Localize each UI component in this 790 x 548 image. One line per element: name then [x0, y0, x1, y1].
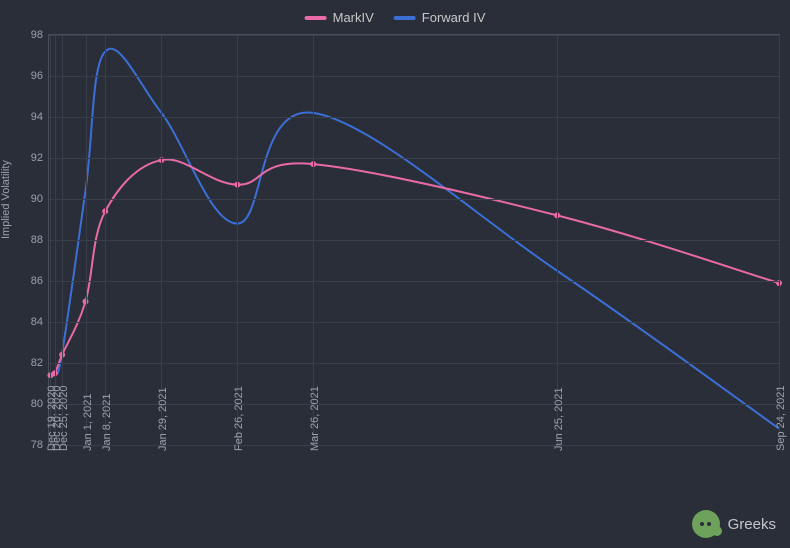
plot-area: 7880828486889092949698Dec 19, 2020Dec 20…: [48, 34, 780, 446]
gridline-v: [237, 35, 238, 445]
legend-label: Forward IV: [422, 10, 486, 25]
gridline-v: [313, 35, 314, 445]
y-tick-label: 86: [31, 275, 49, 287]
gridline-v: [557, 35, 558, 445]
legend-item[interactable]: MarkIV: [305, 10, 374, 25]
x-tick-label: Jan 8, 2021: [101, 394, 113, 452]
y-tick-label: 98: [31, 29, 49, 41]
legend-item[interactable]: Forward IV: [394, 10, 486, 25]
x-tick-label: Jan 1, 2021: [82, 394, 94, 452]
y-tick-label: 88: [31, 234, 49, 246]
gridline-h: [49, 158, 779, 159]
gridline-h: [49, 363, 779, 364]
gridline-h: [49, 322, 779, 323]
series-line[interactable]: [50, 49, 779, 429]
y-tick-label: 82: [31, 357, 49, 369]
y-tick-label: 94: [31, 111, 49, 123]
gridline-v: [55, 35, 56, 445]
gridline-v: [62, 35, 63, 445]
y-tick-label: 92: [31, 152, 49, 164]
legend: MarkIV Forward IV: [305, 10, 486, 25]
watermark-label: Greeks: [728, 516, 776, 533]
gridline-v: [86, 35, 87, 445]
x-tick-label: Feb 26, 2021: [233, 386, 245, 451]
wechat-icon: [692, 510, 720, 538]
legend-label: MarkIV: [333, 10, 374, 25]
gridline-h: [49, 199, 779, 200]
gridline-v: [50, 35, 51, 445]
gridline-v: [105, 35, 106, 445]
y-tick-label: 84: [31, 316, 49, 328]
x-tick-label: Dec 25, 2020: [58, 386, 70, 451]
y-axis-label: Implied Volatility: [0, 160, 12, 239]
y-tick-label: 96: [31, 70, 49, 82]
watermark: Greeks: [692, 510, 776, 538]
x-tick-label: Jan 29, 2021: [157, 387, 169, 451]
iv-line-chart: MarkIV Forward IV 7880828486889092949698D…: [0, 0, 790, 548]
x-tick-label: Mar 26, 2021: [309, 386, 321, 451]
gridline-h: [49, 281, 779, 282]
gridline-h: [49, 117, 779, 118]
gridline-h: [49, 240, 779, 241]
gridline-v: [779, 35, 780, 445]
legend-swatch: [305, 16, 327, 20]
gridline-h: [49, 35, 779, 36]
legend-swatch: [394, 16, 416, 20]
series-line[interactable]: [50, 160, 779, 376]
y-tick-label: 90: [31, 193, 49, 205]
x-tick-label: Jun 25, 2021: [553, 387, 565, 451]
gridline-v: [161, 35, 162, 445]
gridline-h: [49, 76, 779, 77]
x-tick-label: Sep 24, 2021: [775, 386, 787, 451]
